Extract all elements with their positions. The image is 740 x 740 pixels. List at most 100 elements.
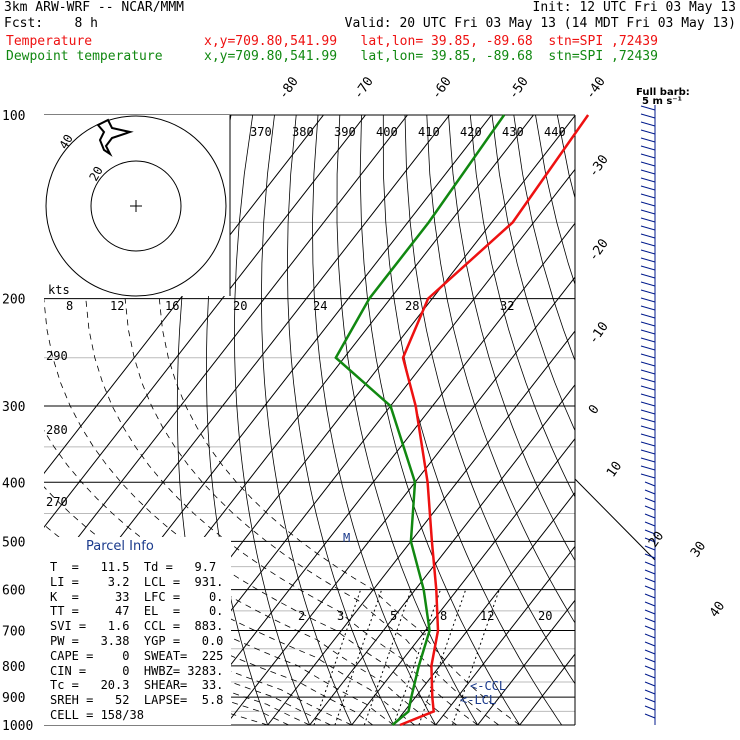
wind-barb — [640, 169, 656, 175]
temperature-tick-label: -70 — [351, 74, 377, 102]
parcel-info-row: CAPE = 0 SWEAT= 225 — [50, 648, 224, 663]
hodograph-speed-label: 12 — [110, 299, 124, 313]
dry-adiabat — [336, 115, 479, 725]
temperature-legend: Temperature — [6, 34, 93, 49]
pressure-label-800: 800 — [2, 660, 25, 675]
wind-barb — [644, 697, 656, 703]
wind-barb — [640, 297, 656, 303]
pressure-label-400: 400 — [2, 476, 25, 491]
dry-adiabat — [623, 115, 740, 725]
temperature-tick-label: -40 — [583, 74, 609, 102]
wind-barb — [640, 193, 656, 199]
wind-barb — [644, 521, 656, 527]
pressure-label-1000: 1000 — [2, 719, 33, 734]
mixing-ratio-line — [418, 589, 467, 725]
skew-frame-edge — [574, 478, 656, 561]
theta-label: 380 — [292, 125, 314, 139]
wind-barb — [640, 161, 656, 167]
theta-label: 400 — [376, 125, 398, 139]
pressure-label-500: 500 — [2, 535, 25, 550]
mixing-ratio-label: 5 — [390, 609, 397, 623]
mixing-ratio-label: 3 — [337, 609, 344, 623]
theta-label: 410 — [418, 125, 440, 139]
hodograph-speed-label: 8 — [66, 299, 73, 313]
hodograph-speed-label: 32 — [500, 299, 514, 313]
wind-barb — [644, 681, 656, 687]
wind-barb — [644, 593, 656, 599]
left-theta-label: 280 — [46, 423, 68, 437]
moist-adiabat — [44, 298, 457, 725]
dewpoint-profile — [334, 114, 506, 726]
wind-barb — [640, 305, 656, 311]
pressure-label-300: 300 — [2, 400, 25, 415]
parcel-info-row: K = 33 LFC = 0. — [50, 589, 224, 604]
wind-barb — [640, 177, 656, 183]
parcel-info-row: PW = 3.38 YGP = 0.0 — [50, 633, 224, 648]
isotherm — [435, 545, 575, 725]
temperature-station-info: x,y=709.80,541.99 lat,lon= 39.85, -89.68… — [204, 34, 658, 49]
dry-adiabat — [579, 115, 740, 725]
isotherm — [183, 222, 575, 725]
wind-barb — [644, 673, 656, 679]
isotherm — [225, 276, 575, 725]
pressure-label-100: 100 — [2, 109, 25, 124]
wind-barb — [644, 545, 656, 551]
pressure-label-600: 600 — [2, 584, 25, 599]
hodograph-ring-label-40: 40 — [56, 132, 75, 152]
wind-barb — [640, 473, 656, 479]
wind-barb — [640, 377, 656, 383]
parcel-info-row: LI = 3.2 LCL = 931. — [50, 574, 224, 589]
wind-barb — [640, 345, 656, 351]
hodograph: 40 20 — [44, 115, 231, 297]
isotherm — [477, 599, 575, 725]
hodograph-speed-label: 20 — [233, 299, 247, 313]
wind-barb — [640, 201, 656, 207]
wind-barb — [640, 353, 656, 359]
wind-barb — [640, 337, 656, 343]
temperature-tick-label: 0 — [586, 402, 603, 417]
temperature-tick-label: 40 — [707, 599, 728, 620]
wind-barb — [640, 249, 656, 255]
dry-adiabat — [448, 115, 575, 562]
theta-label: 430 — [502, 125, 524, 139]
dry-adiabat — [513, 115, 575, 362]
wind-barb — [640, 393, 656, 399]
wind-barb — [640, 465, 656, 471]
full-barb-units: 5 m s⁻¹ — [642, 96, 682, 107]
temperature-tick-label: 30 — [688, 539, 709, 560]
dry-adiabat — [233, 115, 311, 725]
wind-barb — [640, 265, 656, 271]
valid-time: Valid: 20 UTC Fri 03 May 13 (14 MDT Fri … — [344, 16, 736, 31]
wind-barb — [640, 433, 656, 439]
wind-barb — [644, 625, 656, 631]
isotherm — [393, 491, 575, 725]
wind-barb — [644, 617, 656, 623]
hodograph-units: kts — [48, 283, 70, 297]
wind-barb — [640, 137, 656, 143]
dewpoint-legend: Dewpoint temperature — [6, 49, 163, 64]
wind-barb — [644, 609, 656, 615]
temperature-tick-label: -10 — [586, 319, 612, 347]
wind-barb — [640, 385, 656, 391]
wind-barb — [640, 281, 656, 287]
wind-barb — [644, 505, 656, 511]
wind-barb — [640, 417, 656, 423]
parcel-info-panel: Parcel Info T = 11.5 Td = 9.7 LI = 3.2 LC… — [44, 537, 231, 725]
left-theta-label: 270 — [46, 495, 68, 509]
pressure-label-900: 900 — [2, 691, 25, 706]
wind-barb — [644, 601, 656, 607]
theta-label: 440 — [544, 125, 566, 139]
dry-adiabat — [404, 115, 575, 685]
wind-barb — [644, 641, 656, 647]
dry-adiabat — [286, 115, 395, 725]
wind-barb — [644, 529, 656, 535]
ccl-label: <-CCL — [470, 679, 506, 693]
dry-adiabat — [535, 115, 575, 286]
wind-barb — [640, 409, 656, 415]
hodograph-trace — [96, 118, 134, 157]
wind-barb — [644, 585, 656, 591]
wind-barb — [644, 665, 656, 671]
wind-barb — [640, 321, 656, 327]
wind-barb — [644, 689, 656, 695]
isotherm — [44, 115, 324, 475]
